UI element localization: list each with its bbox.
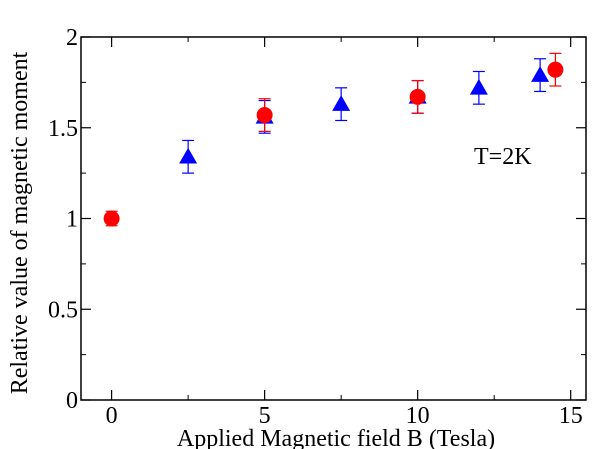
x-tick-label: 10 xyxy=(406,403,430,429)
data-point-circle xyxy=(103,210,120,227)
plot-frame xyxy=(80,36,587,401)
data-point-triangle xyxy=(179,147,198,164)
data-point-circle xyxy=(547,61,564,78)
x-tick-label: 15 xyxy=(559,403,583,429)
x-tick-label: 5 xyxy=(259,403,271,429)
y-tick-label: 1 xyxy=(66,207,78,233)
y-tick-label: 1.5 xyxy=(48,116,78,142)
data-point-triangle xyxy=(332,95,351,111)
y-tick-label: 2 xyxy=(66,25,78,51)
x-tick-label: 0 xyxy=(106,403,118,429)
data-point-triangle xyxy=(469,78,488,95)
data-point-circle xyxy=(409,88,426,105)
data-point-circle xyxy=(256,107,273,124)
y-axis-label: Relative value of magnetic moment xyxy=(7,51,33,394)
temperature-annotation: T=2K xyxy=(474,144,532,170)
y-tick-label: 0.5 xyxy=(48,297,78,323)
y-tick-label: 0 xyxy=(66,388,78,414)
data-point-triangle xyxy=(531,66,550,82)
x-axis-label: Applied Magnetic field B (Tesla) xyxy=(177,426,495,449)
